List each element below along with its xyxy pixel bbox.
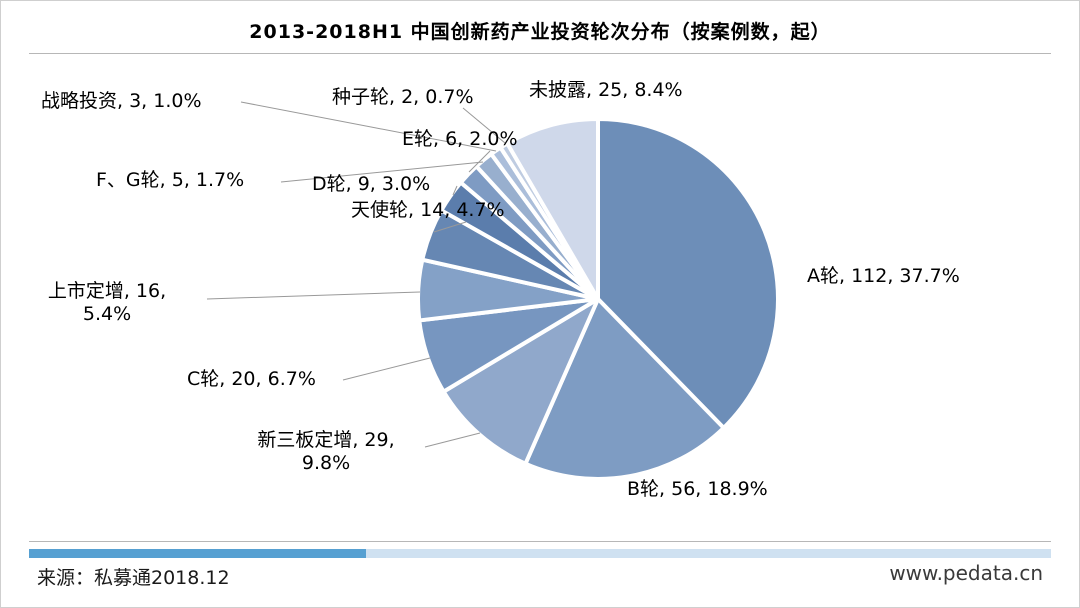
pie-slices bbox=[416, 117, 780, 481]
leader-line-e-round bbox=[468, 150, 491, 173]
slice-label-c-round: C轮, 20, 6.7% bbox=[187, 368, 316, 390]
pie-slice-1 bbox=[523, 297, 726, 481]
slice-label-b-round: B轮, 56, 18.9% bbox=[627, 478, 768, 500]
slice-label-strategic: 战略投资, 3, 1.0% bbox=[41, 90, 202, 112]
title-divider bbox=[29, 53, 1051, 54]
slice-label-e-round: E轮, 6, 2.0% bbox=[402, 128, 518, 150]
divider-bar-fill bbox=[29, 549, 367, 558]
chart-title: 2013-2018H1 中国创新药产业投资轮次分布（按案例数，起） bbox=[249, 21, 831, 43]
leader-line-strategic bbox=[240, 101, 497, 152]
leader-lines bbox=[206, 101, 506, 448]
pie-slice-11 bbox=[505, 117, 600, 301]
slice-label-d-round: D轮, 9, 3.0% bbox=[312, 173, 431, 195]
leader-line-angel bbox=[433, 221, 467, 233]
slice-label-undisclosed: 未披露, 25, 8.4% bbox=[529, 79, 683, 101]
pie-slice-0 bbox=[596, 117, 780, 430]
leader-line-c-round bbox=[342, 357, 431, 381]
pie-slice-2 bbox=[441, 297, 600, 466]
source-text: 来源：私募通2018.12 bbox=[37, 567, 230, 589]
slice-label-neeq: 新三板定增, 29, 9.8% bbox=[257, 429, 395, 475]
divider-bar bbox=[29, 549, 1051, 558]
leader-line-fg-round bbox=[280, 161, 484, 183]
leader-line-listed-pipe bbox=[206, 291, 421, 300]
slice-label-angel: 天使轮, 14, 4.7% bbox=[351, 199, 505, 221]
slice-label-seed: 种子轮, 2, 0.7% bbox=[332, 86, 474, 108]
website-text: www.pedata.cn bbox=[889, 561, 1043, 585]
leader-line-d-round bbox=[452, 185, 458, 196]
leader-line-seed bbox=[462, 107, 506, 144]
leader-line-neeq bbox=[424, 432, 481, 448]
footer-divider bbox=[29, 541, 1051, 542]
slice-label-a-round: A轮, 112, 37.7% bbox=[807, 265, 960, 287]
slice-label-listed-pipe: 上市定增, 16, 5.4% bbox=[47, 280, 167, 326]
slice-label-fg-round: F、G轮, 5, 1.7% bbox=[96, 169, 245, 191]
